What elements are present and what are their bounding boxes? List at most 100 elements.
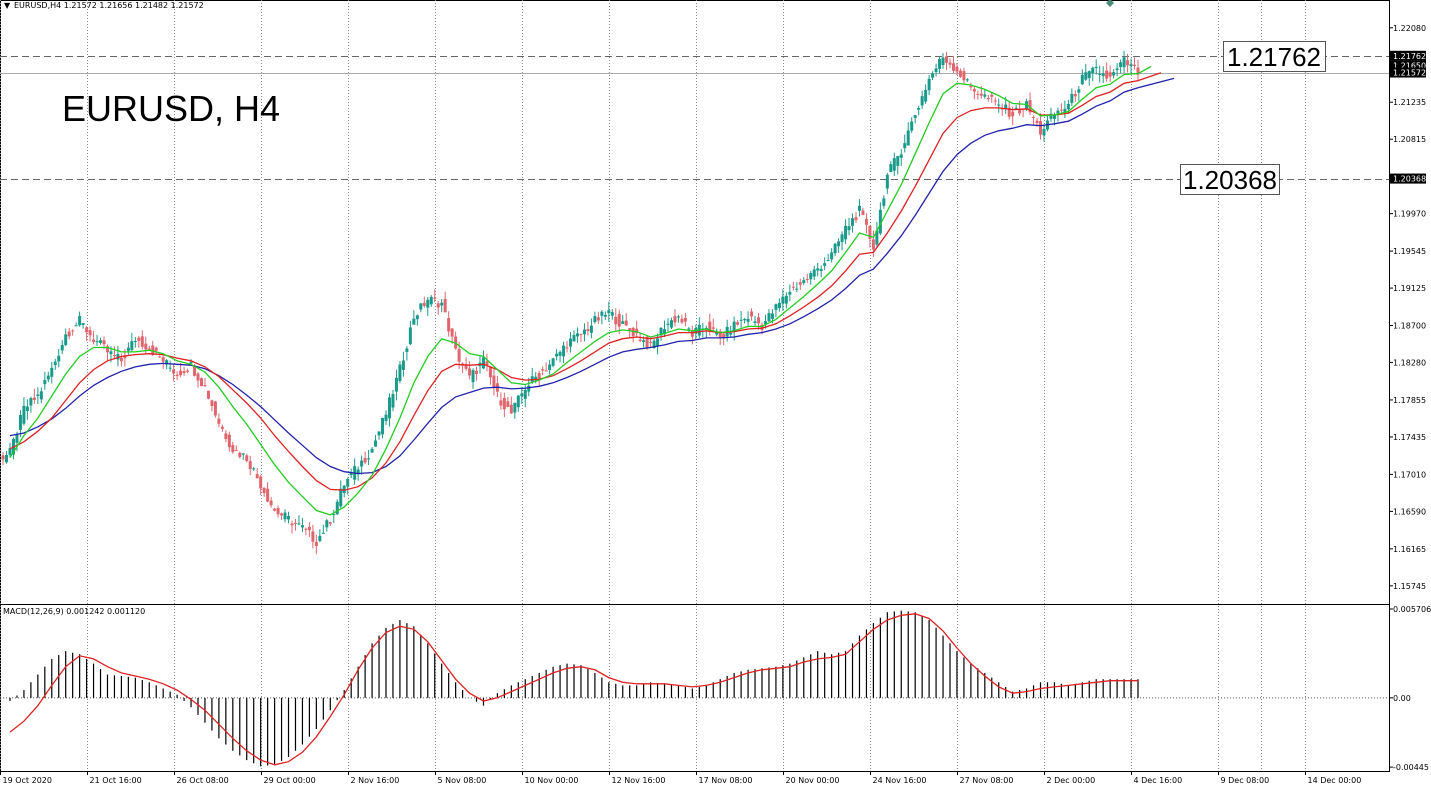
candle-body — [356, 469, 360, 475]
candle-body — [252, 468, 256, 470]
candle-body — [649, 341, 653, 343]
candle-body — [969, 85, 973, 88]
candle-body — [718, 331, 722, 338]
candle-body — [325, 520, 329, 528]
candle-body — [527, 385, 531, 392]
candle-body — [777, 302, 781, 309]
candle-body — [979, 93, 983, 96]
candle-body — [506, 401, 510, 407]
candle-body — [1105, 70, 1109, 79]
candle-body — [1039, 121, 1043, 135]
candle-body — [635, 328, 639, 334]
price-tick-label: 1.17435 — [1393, 433, 1426, 442]
candle-body — [1080, 74, 1084, 85]
candle-body — [57, 355, 61, 362]
candle-body — [732, 321, 736, 332]
candle-body — [927, 78, 931, 91]
candle-body — [457, 349, 461, 362]
candle-body — [262, 487, 266, 494]
candle-body — [85, 327, 89, 333]
candle-body — [433, 297, 437, 299]
candle-body — [168, 367, 172, 369]
candle-body — [736, 322, 740, 325]
candle-body — [854, 217, 858, 221]
candle-body — [537, 373, 541, 379]
candle-body — [1122, 57, 1126, 68]
candle-body — [22, 405, 26, 424]
candle-body — [541, 369, 545, 371]
candle-body — [572, 334, 576, 342]
candle-body — [544, 370, 548, 372]
candle-body — [307, 526, 311, 531]
price-tick-label: 1.19970 — [1393, 210, 1426, 219]
candle-body — [381, 418, 385, 435]
candle-body — [234, 450, 238, 452]
candle-body — [210, 400, 214, 406]
candle-body — [757, 317, 761, 324]
candle-body — [1059, 109, 1063, 111]
candle-body — [708, 321, 712, 332]
level-tag-lower-text: 1.20368 — [1393, 175, 1426, 184]
candle-body — [436, 303, 440, 308]
candle-body — [290, 523, 294, 526]
candle-body — [763, 321, 767, 325]
candle-body — [931, 73, 935, 78]
macd-tick-label: 0.005706 — [1393, 605, 1431, 614]
candle-body — [798, 282, 802, 285]
current-price-tag — [1390, 67, 1426, 78]
candle-body — [283, 512, 287, 520]
candle-body — [1077, 89, 1081, 93]
time-tick-label: 27 Nov 08:00 — [960, 776, 1014, 785]
candle-body — [760, 324, 764, 331]
candle-body — [788, 291, 792, 295]
candle-body — [450, 328, 454, 337]
time-tick-label: 4 Dec 16:00 — [1134, 776, 1183, 785]
candle-body — [255, 474, 259, 479]
candle-body — [1115, 68, 1119, 70]
candle-body — [405, 348, 409, 352]
candle-body — [471, 370, 475, 383]
candle-body — [154, 347, 158, 351]
level-label-lower: 1.20368 — [1180, 164, 1280, 195]
candle-body — [823, 263, 827, 266]
candle-body — [513, 402, 517, 413]
price-tick-label: 1.19545 — [1393, 247, 1426, 256]
chart-frame — [0, 0, 1390, 772]
candle-body — [297, 523, 301, 525]
candle-body — [917, 107, 921, 110]
candle-body — [391, 394, 395, 408]
candle-body — [945, 56, 949, 63]
candle-body — [534, 376, 538, 381]
level-tag-overlay-text: 1.21650 — [1393, 62, 1426, 71]
candle-body — [864, 218, 868, 225]
event-marker-icon — [1106, 0, 1114, 7]
candle-body — [802, 280, 806, 284]
candle-body — [43, 380, 47, 385]
candle-body — [92, 339, 96, 342]
candle-body — [217, 418, 221, 424]
candle-body — [335, 501, 339, 515]
candle-body — [676, 316, 680, 318]
candle-body — [1066, 103, 1070, 110]
time-tick-label: 10 Nov 00:00 — [525, 776, 579, 785]
candle-body — [548, 364, 552, 370]
candle-body — [426, 299, 430, 308]
candle-body — [1087, 71, 1091, 79]
candle-body — [722, 333, 726, 339]
candle-body — [401, 360, 405, 370]
candle-body — [412, 318, 416, 325]
candle-body — [328, 522, 332, 524]
macd-signal-line — [9, 613, 1138, 766]
price-tick-label: 1.21235 — [1393, 98, 1426, 107]
chart-title: EURUSD, H4 — [62, 88, 280, 129]
candle-body — [509, 404, 513, 414]
candle-body — [833, 243, 837, 254]
time-tick-label: 19 Oct 2020 — [3, 776, 52, 785]
chart-header-dropdown-icon[interactable]: ▼ — [4, 1, 11, 10]
candle-body — [394, 377, 398, 392]
candle-body — [600, 311, 604, 316]
time-tick-label: 2 Nov 16:00 — [351, 776, 400, 785]
candle-body — [502, 398, 506, 410]
candle-body — [882, 198, 886, 206]
